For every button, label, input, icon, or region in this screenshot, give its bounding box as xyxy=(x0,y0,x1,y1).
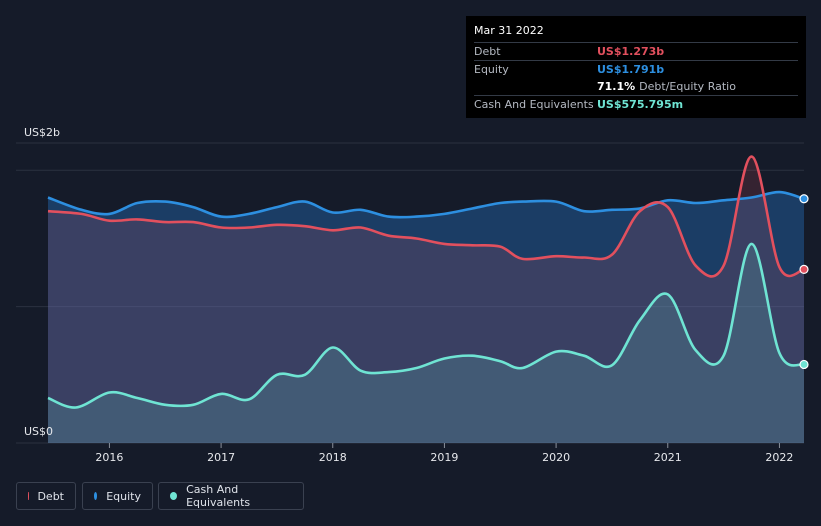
x-tick-label: 2017 xyxy=(207,451,235,464)
legend-item-equity[interactable]: Equity xyxy=(82,482,153,510)
series-lines xyxy=(47,155,805,409)
x-tick-label: 2016 xyxy=(95,451,123,464)
tooltip-debt-value: US$1.273b xyxy=(597,45,665,58)
equity-legend-dot-icon xyxy=(94,492,98,500)
tooltip-debt-label: Debt xyxy=(474,45,501,58)
end-markers xyxy=(799,194,809,370)
gridlines xyxy=(16,142,804,444)
tooltip-ratio-spacer xyxy=(474,78,597,95)
debt-line xyxy=(47,155,805,278)
legend-cash-label: Cash And Equivalents xyxy=(186,483,251,509)
y-axis-bottom-label: US$0 xyxy=(24,425,53,438)
x-tick-label: 2019 xyxy=(430,451,458,464)
x-tick-label: 2021 xyxy=(654,451,682,464)
x-axis-ticks: 2016 2017 2018 2019 2020 2021 2022 xyxy=(95,443,793,464)
equity-line xyxy=(47,190,805,219)
tooltip-equity-value: US$1.791b xyxy=(597,63,665,76)
tooltip-equity-label: Equity xyxy=(474,63,509,76)
tooltip-date: Mar 31 2022 xyxy=(474,24,544,37)
cash-legend-dot-icon xyxy=(170,492,178,500)
area-fills xyxy=(48,156,804,443)
debt-end-marker xyxy=(799,264,809,275)
legend-debt-label: Debt xyxy=(37,489,64,503)
x-tick-label: 2020 xyxy=(542,451,570,464)
equity-area xyxy=(48,192,804,443)
equity-end-marker xyxy=(799,194,809,204)
x-tick-label: 2022 xyxy=(765,451,793,464)
tooltip-row-equity: Equity US$1.791b xyxy=(474,60,798,78)
tooltip-row-ratio: 71.1% Debt/Equity Ratio xyxy=(474,78,798,95)
tooltip-row-debt: Debt US$1.273b xyxy=(474,42,798,60)
tooltip-ratio-label: Debt/Equity Ratio xyxy=(639,80,736,93)
cash-and-equivalents-end-marker xyxy=(799,359,809,370)
legend-equity-label: Equity xyxy=(106,489,141,503)
tooltip-cash-value: US$575.795m xyxy=(597,98,684,111)
legend-item-debt[interactable]: Debt xyxy=(16,482,76,510)
tooltip-ratio-value: 71.1% xyxy=(597,80,636,93)
data-tooltip: Mar 31 2022 Debt US$1.273b Equity US$1.7… xyxy=(466,16,806,118)
tooltip-cash-label: Cash And Equivalents xyxy=(474,98,594,111)
x-tick-label: 2018 xyxy=(319,451,347,464)
cash-and-equivalents-area xyxy=(48,243,804,443)
legend-item-cash[interactable]: Cash And Equivalents xyxy=(158,482,304,510)
y-axis-top-label: US$2b xyxy=(24,126,60,139)
tooltip-row-cash: Cash And Equivalents US$575.795m xyxy=(474,95,798,113)
cash-and-equivalents-line xyxy=(47,242,805,409)
